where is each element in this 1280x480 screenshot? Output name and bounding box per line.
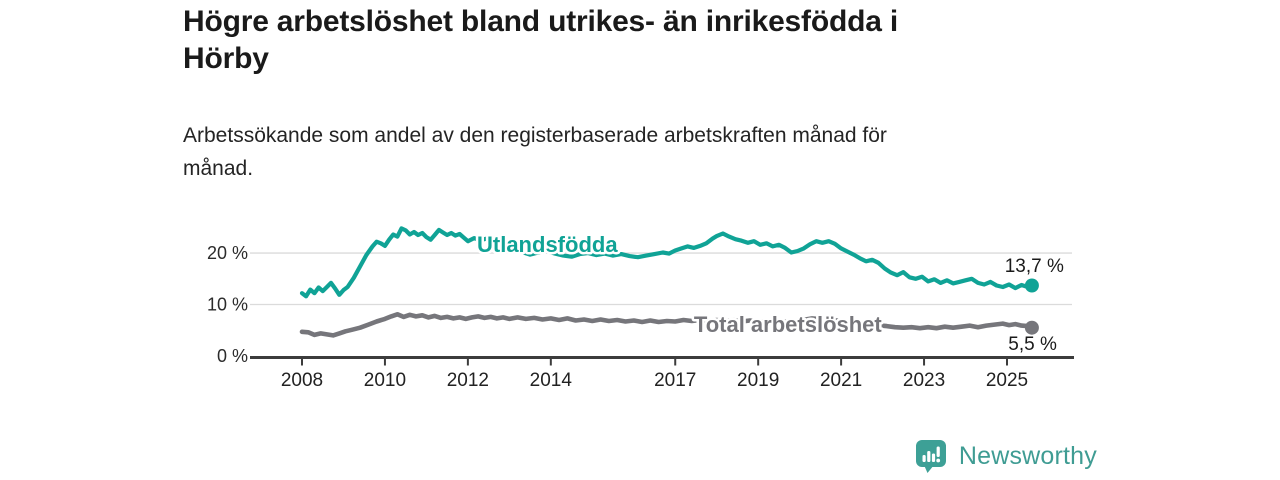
newsworthy-logo: Newsworthy xyxy=(915,439,1097,474)
chart-title: Högre arbetslöshet bland utrikes- än inr… xyxy=(183,3,1043,77)
chart-canvas: 0 % 10 % 20 % 2008 2010 2012 2014 2017 2019 2021 2… xyxy=(207,226,1074,391)
chart-subtitle-line-1: Arbetssökande som andel av den registerb… xyxy=(183,124,887,147)
x-tick-label-2017: 2017 xyxy=(654,370,696,391)
x-tick-label-2019: 2019 xyxy=(737,370,779,391)
series-end-dot-total-arbetsloshet xyxy=(1024,320,1039,335)
y-tick-label-20: 20 % xyxy=(207,243,248,263)
x-tick-label-2023: 2023 xyxy=(903,370,945,391)
series-line-utlandsfodda xyxy=(299,226,1035,299)
chart-title-line-1: Högre arbetslöshet bland utrikes- än inr… xyxy=(183,5,898,38)
chart-subtitle-line-2: månad. xyxy=(183,157,254,180)
unemployment-line-chart: 0 % 10 % 20 % 2008 2010 2012 2014 2017 2019 2021 2… xyxy=(0,195,1280,410)
chart-title-line-2: Hörby xyxy=(183,42,269,75)
newsworthy-logo-text: Newsworthy xyxy=(958,442,1097,470)
newsworthy-logo-icon xyxy=(915,440,946,473)
series-line-total-arbetsloshet xyxy=(299,312,1035,338)
series-end-value-utlandsfodda: 13,7 % xyxy=(1005,256,1064,277)
series-label-total-arbetsloshet: Total arbetslöshet xyxy=(694,312,883,337)
x-tick-label-2012: 2012 xyxy=(447,370,489,391)
series-label-utlandsfodda: Utlandsfödda xyxy=(477,232,618,257)
y-tick-label-10: 10 % xyxy=(207,295,248,315)
x-tick-label-2025: 2025 xyxy=(986,370,1028,391)
y-tick-label-0: 0 % xyxy=(217,346,248,366)
series-end-value-total-arbetsloshet: 5,5 % xyxy=(1008,334,1057,355)
x-tick-label-2008: 2008 xyxy=(281,370,323,391)
x-tick-label-2014: 2014 xyxy=(530,370,573,391)
series-end-dot-utlandsfodda xyxy=(1024,278,1039,293)
x-tick-label-2010: 2010 xyxy=(364,370,406,391)
chart-subtitle: Arbetssökande som andel av den registerb… xyxy=(183,119,1063,185)
x-tick-label-2021: 2021 xyxy=(820,370,862,391)
